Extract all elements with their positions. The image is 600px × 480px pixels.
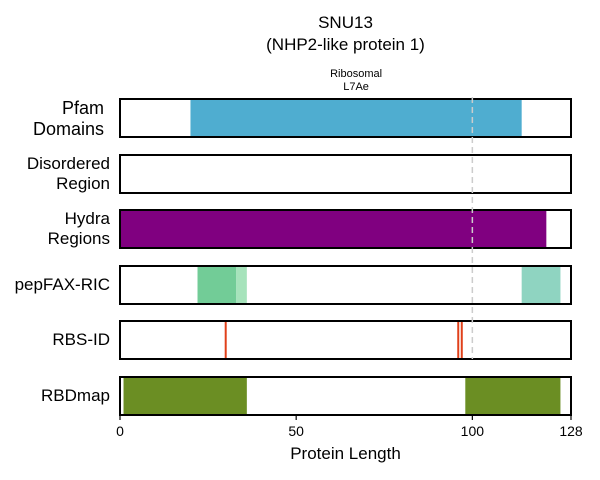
track-0-feature-0	[190, 100, 522, 136]
track-3-feature-0	[197, 267, 237, 303]
track-label: RBS-ID	[52, 330, 110, 349]
track-4-frame	[119, 320, 572, 360]
chart-title: SNU13	[318, 13, 373, 32]
x-tick-label: 100	[460, 423, 485, 439]
track-1-frame	[119, 154, 572, 194]
x-tick-label: 50	[288, 423, 304, 439]
domain-label: Ribosomal L7Ae	[330, 68, 383, 93]
track-label: RBDmap	[41, 386, 110, 405]
x-tick-label: 128	[559, 423, 583, 439]
track-5-feature-1	[465, 378, 561, 414]
track-0-frame	[119, 98, 572, 138]
x-axis-label: Protein Length	[290, 444, 401, 463]
track-label: Disordered Region	[26, 154, 110, 193]
track-3-feature-1	[236, 267, 247, 303]
track-3-feature-2	[521, 267, 561, 303]
track-label: Hydra Regions	[47, 209, 110, 248]
track-label: pepFAX-RIC	[14, 275, 110, 294]
track-5-frame	[119, 376, 572, 416]
track-2-frame	[119, 209, 572, 249]
track-label: Pfam Domains	[32, 98, 104, 139]
x-tick-label: 0	[116, 423, 124, 439]
track-2-feature-0	[120, 211, 547, 247]
chart-subtitle: (NHP2-like protein 1)	[266, 35, 425, 54]
track-3-frame	[119, 265, 572, 305]
track-5-feature-0	[123, 378, 247, 414]
